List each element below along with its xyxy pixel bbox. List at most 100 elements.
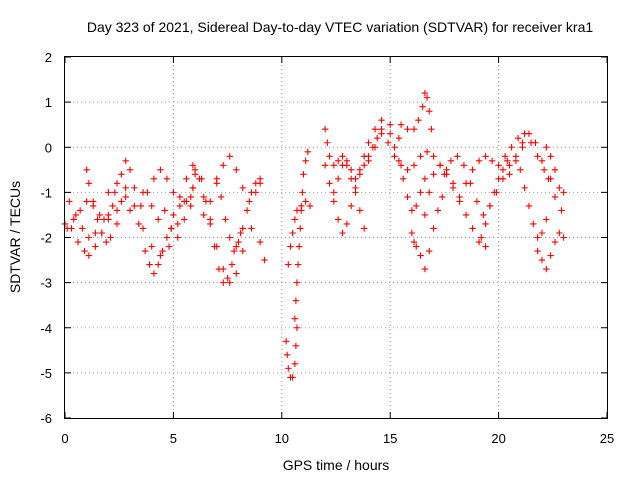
data-point	[118, 171, 125, 178]
data-point	[547, 252, 554, 259]
data-point	[159, 247, 166, 255]
data-point	[478, 234, 485, 241]
data-point	[92, 243, 99, 250]
data-point	[441, 171, 448, 178]
data-point	[155, 261, 162, 268]
data-point	[506, 162, 513, 169]
data-point	[436, 162, 444, 169]
data-point	[222, 216, 229, 223]
data-point	[294, 261, 302, 268]
data-point	[230, 247, 238, 255]
data-point	[302, 157, 309, 164]
data-point	[217, 193, 225, 201]
data-point	[395, 135, 403, 142]
data-point	[469, 166, 476, 174]
grid	[65, 57, 607, 418]
series-arc-07	[142, 225, 175, 277]
data-point	[224, 274, 231, 282]
data-point	[146, 261, 153, 268]
y-tick-label: -5	[40, 366, 52, 381]
x-tick-label: 10	[275, 431, 289, 446]
data-point	[211, 243, 218, 250]
series-arc-21	[397, 89, 435, 133]
data-point	[213, 175, 220, 183]
data-point	[176, 193, 184, 201]
series-arc-26	[478, 157, 511, 241]
data-point	[299, 189, 306, 196]
series-arc-02	[63, 184, 162, 232]
data-point	[347, 166, 355, 174]
data-point	[187, 193, 194, 201]
data-point	[165, 243, 173, 250]
data-point	[525, 202, 533, 210]
data-point	[506, 171, 513, 178]
data-point	[289, 374, 296, 381]
data-point	[410, 238, 418, 246]
series-arc-22	[408, 193, 446, 273]
data-point	[504, 157, 511, 164]
data-point	[404, 126, 411, 133]
data-point	[482, 220, 489, 228]
data-point	[226, 153, 233, 160]
data-point	[304, 148, 312, 155]
data-point	[339, 229, 346, 237]
data-point	[400, 175, 407, 183]
y-tick-label: 1	[45, 95, 52, 110]
x-tick-label: 20	[491, 431, 505, 446]
series-arc-27	[506, 130, 565, 214]
data-point	[144, 189, 151, 196]
data-point	[239, 225, 246, 232]
data-point	[460, 162, 468, 169]
data-point	[85, 252, 93, 259]
data-point	[189, 162, 197, 169]
data-point	[237, 229, 244, 237]
data-point	[220, 279, 227, 286]
data-point	[107, 234, 114, 241]
data-point	[248, 225, 255, 232]
data-point	[378, 130, 385, 137]
data-point	[85, 234, 93, 241]
data-point	[404, 166, 411, 174]
data-point	[551, 166, 559, 174]
data-point	[126, 207, 134, 214]
data-point	[239, 184, 246, 192]
data-point	[83, 198, 90, 205]
series-arc-01	[61, 157, 134, 259]
data-point	[246, 198, 253, 205]
data-point	[547, 153, 554, 160]
data-point	[139, 225, 147, 232]
data-point	[63, 225, 71, 232]
data-point	[135, 220, 142, 228]
data-point	[326, 180, 333, 187]
series-arc-09	[170, 162, 268, 286]
series-arc-30	[543, 144, 567, 196]
data-point	[426, 247, 433, 255]
data-point	[482, 153, 489, 160]
data-point	[148, 202, 155, 210]
data-point	[421, 211, 429, 219]
data-point	[243, 207, 251, 214]
data-point	[96, 211, 103, 219]
data-point	[423, 94, 431, 101]
data-point	[480, 211, 487, 219]
data-point	[462, 180, 470, 187]
data-point	[300, 171, 307, 178]
data-point	[413, 202, 420, 210]
data-point	[417, 252, 424, 259]
data-point	[198, 175, 205, 183]
data-point	[113, 180, 121, 187]
data-point	[426, 107, 433, 115]
data-point	[356, 166, 364, 174]
series-arc-13	[282, 324, 301, 381]
data-point	[352, 189, 359, 196]
data-point	[404, 193, 411, 201]
data-point	[105, 189, 112, 196]
x-axis-label: GPS time / hours	[283, 457, 390, 473]
data-point	[430, 153, 437, 160]
data-point	[384, 139, 392, 146]
data-point	[163, 175, 171, 183]
data-point	[302, 198, 309, 205]
series-arc-16	[321, 126, 385, 237]
data-point	[430, 225, 437, 232]
